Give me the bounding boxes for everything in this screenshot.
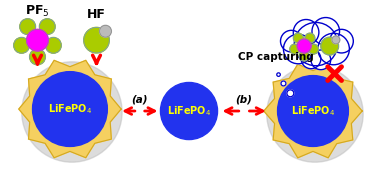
Text: LiFePO$_4$: LiFePO$_4$ — [48, 102, 92, 116]
Circle shape — [14, 38, 29, 53]
Polygon shape — [264, 64, 362, 158]
Text: CP capturing: CP capturing — [238, 52, 313, 62]
Circle shape — [161, 83, 217, 140]
Circle shape — [277, 73, 280, 76]
Circle shape — [27, 29, 48, 51]
Circle shape — [84, 27, 109, 53]
Circle shape — [284, 34, 313, 64]
Text: (b): (b) — [235, 94, 253, 104]
Circle shape — [33, 72, 107, 146]
Circle shape — [287, 90, 294, 97]
Circle shape — [290, 44, 300, 54]
Circle shape — [297, 39, 311, 53]
Circle shape — [293, 33, 303, 43]
Circle shape — [39, 19, 55, 34]
Circle shape — [299, 51, 309, 61]
Circle shape — [99, 25, 112, 37]
Circle shape — [281, 81, 286, 86]
Circle shape — [321, 37, 339, 55]
Circle shape — [267, 66, 363, 162]
Circle shape — [305, 33, 315, 43]
Circle shape — [293, 20, 319, 45]
Polygon shape — [19, 60, 121, 158]
Text: (a): (a) — [132, 94, 148, 104]
Circle shape — [29, 49, 45, 65]
Text: LiFePO$_4$: LiFePO$_4$ — [291, 104, 335, 118]
Circle shape — [311, 50, 331, 70]
Circle shape — [312, 17, 339, 45]
Circle shape — [22, 62, 122, 162]
Circle shape — [45, 38, 61, 53]
Text: PF$_5$: PF$_5$ — [25, 3, 50, 19]
Circle shape — [332, 36, 340, 44]
Text: LiFePO$_4$: LiFePO$_4$ — [167, 104, 211, 118]
Circle shape — [318, 33, 349, 65]
Circle shape — [280, 30, 302, 52]
Circle shape — [308, 44, 318, 54]
Circle shape — [301, 49, 321, 69]
Text: HF: HF — [87, 8, 106, 21]
Circle shape — [20, 19, 36, 34]
Circle shape — [330, 29, 353, 53]
Circle shape — [277, 76, 349, 146]
Circle shape — [294, 22, 338, 66]
